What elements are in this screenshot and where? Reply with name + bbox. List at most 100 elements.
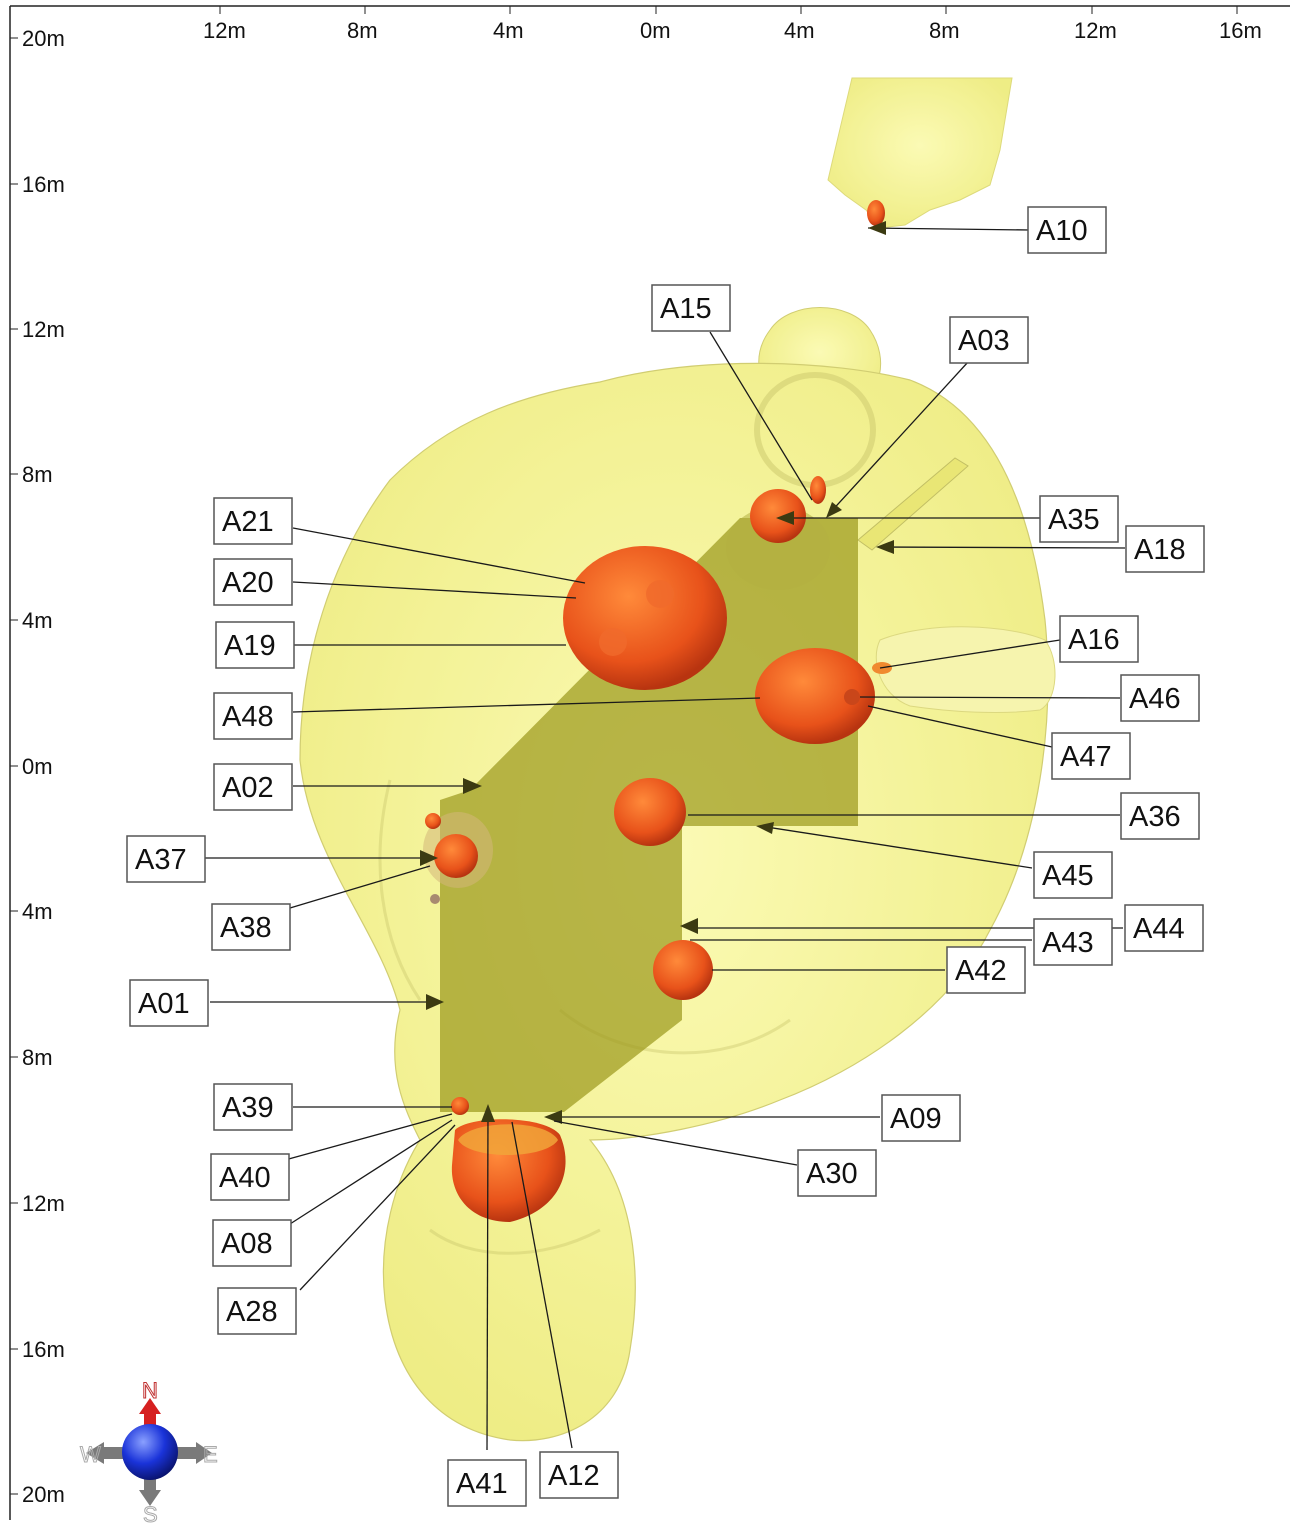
y-tick-label: 4m [22,608,53,633]
label-a30: A30 [797,1149,877,1197]
label-a02: A02 [213,763,293,811]
label-a12: A12 [539,1451,619,1499]
x-tick-label: 4m [493,18,524,43]
anomaly-a39 [451,1097,469,1115]
svg-text:A44: A44 [1133,913,1185,945]
label-a42: A42 [946,946,1026,994]
svg-text:A28: A28 [226,1296,278,1328]
label-a18: A18 [1125,525,1205,573]
svg-text:A08: A08 [221,1228,273,1260]
anomaly-a21-bump [646,580,674,608]
y-tick-label: 16m [22,172,65,197]
x-tick-label: 12m [1074,18,1117,43]
label-a20: A20 [213,558,293,606]
svg-text:A16: A16 [1068,624,1120,656]
svg-text:A12: A12 [548,1460,600,1492]
y-tick-label: 12m [22,317,65,342]
label-a44: A44 [1124,904,1204,952]
svg-text:A20: A20 [222,567,274,599]
svg-text:A21: A21 [222,506,274,538]
x-tick-label: 0m [640,18,671,43]
label-a45: A45 [1033,851,1113,899]
label-a19: A19 [215,621,295,669]
label-a09: A09 [881,1094,961,1142]
label-a16: A16 [1059,615,1139,663]
svg-text:A39: A39 [222,1092,274,1124]
anomaly-a15 [810,476,826,504]
label-a46: A46 [1120,674,1200,722]
leader-lines [205,221,1126,1451]
svg-text:A38: A38 [220,912,272,944]
tube-feature [857,457,969,551]
northern-volume [827,77,1013,229]
label-a03: A03 [949,316,1029,364]
y-tick-label: 20m [22,26,65,51]
svg-text:A01: A01 [138,988,190,1020]
x-axis-ticks: 12m 8m 4m 0m 4m 8m 12m 16m [203,6,1262,43]
anomaly-a02 [425,813,441,829]
svg-text:A42: A42 [955,955,1007,987]
y-axis-ticks: 20m 16m 12m 8m 4m 0m 4m 8m 12m 16m 20m [10,26,65,1507]
svg-text:A10: A10 [1036,215,1088,247]
panel-shadow [726,506,830,590]
label-a39: A39 [213,1083,293,1131]
y-tick-label: 20m [22,1482,65,1507]
label-a10: A10 [1027,206,1107,254]
label-a21: A21 [213,497,293,545]
label-a28: A28 [217,1287,297,1335]
anomaly-a38 [430,894,440,904]
svg-text:A48: A48 [222,701,274,733]
compass-sphere [122,1424,178,1480]
y-tick-label: 8m [22,462,53,487]
anomaly-a46-core [844,689,860,705]
anomaly-a19-bump [599,628,627,656]
label-a36: A36 [1120,792,1200,840]
svg-text:A19: A19 [224,630,276,662]
y-tick-label: 8m [22,1045,53,1070]
label-a41: A41 [447,1459,527,1507]
svg-text:A40: A40 [219,1162,271,1194]
label-a47: A47 [1051,732,1131,780]
axis-frame [9,5,1290,1520]
svg-text:A47: A47 [1060,741,1112,773]
svg-text:A18: A18 [1134,534,1186,566]
anomaly-a46-a48 [755,648,875,744]
label-boxes: A10 A15 A03 A35 A18 A21 A20 A19 A16 A46 … [126,206,1205,1507]
anomaly-a35 [750,489,806,543]
label-a08: A08 [212,1219,292,1267]
svg-text:A02: A02 [222,772,274,804]
label-a40: A40 [210,1153,290,1201]
label-a01: A01 [129,979,209,1027]
anomaly-bodies [425,200,892,1222]
svg-text:A46: A46 [1129,683,1181,715]
label-a37: A37 [126,835,206,883]
svg-text:A30: A30 [806,1158,858,1190]
x-tick-label: 8m [347,18,378,43]
svg-text:A45: A45 [1042,860,1094,892]
label-a35: A35 [1039,495,1119,543]
svg-text:A36: A36 [1129,801,1181,833]
label-a15: A15 [651,284,731,332]
svg-text:A35: A35 [1048,504,1100,536]
anomaly-a19-a21 [563,546,727,690]
compass-west: W [80,1442,101,1467]
compass-north: N [142,1378,158,1403]
anomaly-a42 [653,940,713,1000]
compass-south: S [143,1502,158,1523]
anomaly-a37 [434,834,478,878]
svg-text:A43: A43 [1042,927,1094,959]
svg-text:A37: A37 [135,844,187,876]
y-tick-label: 16m [22,1337,65,1362]
x-tick-label: 8m [929,18,960,43]
east-lobe [875,626,1056,714]
y-tick-label: 12m [22,1191,65,1216]
anomaly-a36 [614,778,686,846]
label-a48: A48 [213,692,293,740]
svg-text:A09: A09 [890,1103,942,1135]
y-tick-label: 4m [22,899,53,924]
anomaly-a10 [867,200,885,226]
x-tick-label: 12m [203,18,246,43]
label-a43: A43 [1033,918,1113,966]
svg-text:A41: A41 [456,1468,508,1500]
